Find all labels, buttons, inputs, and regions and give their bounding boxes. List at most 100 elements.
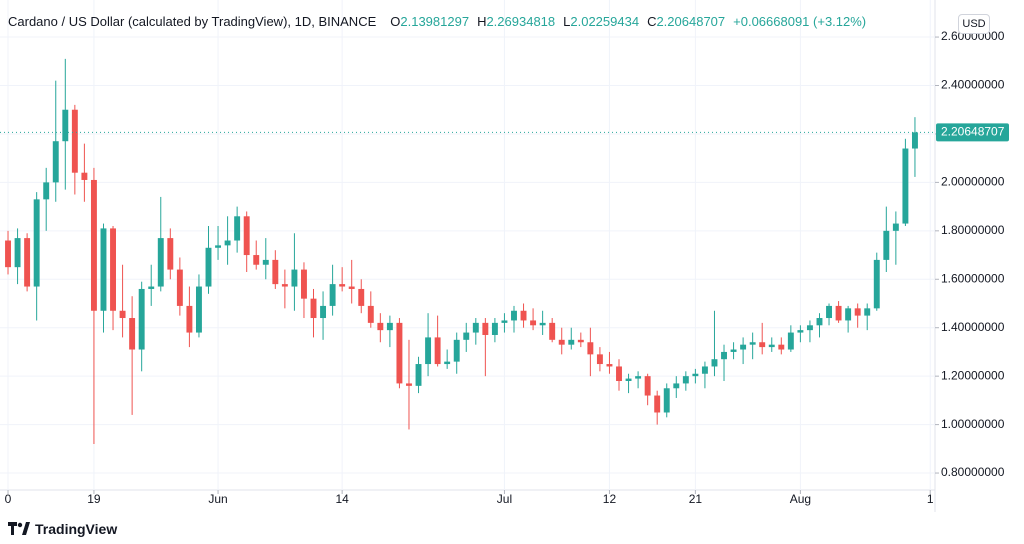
candle-body	[386, 322, 393, 331]
candle-body	[24, 238, 31, 287]
candle-body	[616, 366, 622, 382]
candle-body	[224, 240, 231, 246]
candle-body	[568, 339, 575, 345]
candle-body	[482, 322, 489, 335]
candle-body	[320, 305, 327, 319]
candle-body	[768, 344, 775, 348]
candle-body	[701, 366, 708, 374]
candle-body	[243, 216, 250, 256]
x-tick-label: Aug	[790, 492, 811, 506]
candle-body	[596, 354, 603, 365]
candle-body	[262, 259, 269, 265]
candle-body	[33, 199, 40, 287]
candle-body	[778, 344, 785, 350]
x-tick-label: 19	[87, 492, 101, 506]
ohlc-value: 2.02259434	[570, 14, 640, 29]
candle-body	[253, 255, 260, 265]
y-tick-label: 1.40000000	[941, 320, 1005, 334]
candle-body	[635, 376, 642, 379]
price-label: 2.20648707	[941, 125, 1005, 139]
candle-body	[291, 269, 298, 287]
candle-body	[71, 109, 78, 173]
change-value: +0.06668091 (+3.12%)	[733, 14, 867, 29]
candle-body	[606, 364, 613, 367]
ohlc-value: 2.26934818	[486, 14, 556, 29]
candle-body	[234, 216, 241, 241]
logo-icon	[8, 522, 30, 535]
candle-body	[864, 308, 871, 316]
candle-body	[911, 132, 918, 149]
ohlc-key: H	[477, 14, 487, 29]
candle-body	[463, 332, 470, 340]
y-tick-label: 1.20000000	[941, 368, 1005, 382]
candle-body	[549, 322, 556, 340]
candle-body	[511, 310, 517, 321]
x-tick-label: 12	[603, 492, 617, 506]
candle-body	[110, 228, 116, 311]
candle-body	[854, 308, 861, 316]
candle-body	[367, 305, 374, 323]
candle-body	[558, 339, 565, 345]
candle-body	[272, 259, 279, 285]
candle-body	[195, 286, 202, 333]
candle-body	[339, 284, 346, 287]
x-tick-label: 0	[5, 492, 12, 506]
legend-header: Cardano / US Dollar (calculated by Tradi…	[8, 14, 874, 29]
candle-body	[692, 373, 699, 377]
y-tick-label: 1.80000000	[941, 223, 1005, 237]
ohlc-key: L	[563, 14, 571, 29]
x-tick-label: 1	[927, 492, 934, 506]
candle-body	[358, 288, 365, 306]
y-tick-label: 2.40000000	[941, 78, 1005, 92]
candle-body	[873, 259, 880, 309]
candle-body	[434, 337, 441, 365]
candle-body	[90, 179, 97, 311]
candle-body	[396, 322, 403, 384]
candle-body	[797, 330, 804, 333]
candle-body	[425, 337, 432, 365]
ohlc-key: O	[390, 14, 401, 29]
candle-body	[5, 240, 11, 268]
x-tick-label: 21	[689, 492, 703, 506]
candle-body	[472, 322, 479, 333]
candle-body	[157, 238, 164, 287]
currency-button[interactable]: USD	[958, 14, 990, 34]
candle-body	[148, 286, 155, 289]
candle-body	[281, 284, 288, 287]
candle-body	[749, 342, 756, 345]
candle-body	[406, 383, 412, 386]
candle-body	[176, 269, 183, 306]
candle-body	[740, 344, 747, 350]
candle-body	[100, 228, 107, 311]
candle-body	[138, 288, 145, 350]
candle-body	[301, 269, 307, 299]
candle-body	[205, 247, 212, 287]
candle-body	[759, 342, 766, 348]
candle-body	[654, 395, 661, 413]
ohlc-value: 2.20648707	[656, 14, 726, 29]
candle-body	[806, 325, 813, 331]
candle-body	[539, 322, 546, 326]
candle-body	[501, 320, 508, 323]
y-tick-label: 1.00000000	[941, 417, 1005, 431]
candle-body	[625, 378, 632, 382]
candle-body	[215, 245, 222, 248]
candle-body	[826, 305, 832, 319]
y-tick-label: 0.80000000	[941, 465, 1005, 479]
candle-body	[491, 322, 498, 335]
candle-body	[787, 332, 794, 350]
candle-body	[892, 223, 899, 231]
price-label-bg	[936, 123, 1009, 142]
candle-body	[310, 298, 317, 319]
candle-body	[444, 361, 451, 365]
candle-body	[348, 286, 355, 289]
brand-logo[interactable]: TradingView	[8, 521, 117, 537]
grid	[0, 0, 935, 490]
candle-body	[845, 308, 852, 321]
candle-body	[730, 349, 737, 352]
plot	[5, 58, 918, 444]
candle-body	[721, 351, 727, 360]
candle-body	[167, 238, 174, 270]
y-tick-label: 1.60000000	[941, 271, 1005, 285]
ohlc-value: 2.13981297	[400, 14, 470, 29]
